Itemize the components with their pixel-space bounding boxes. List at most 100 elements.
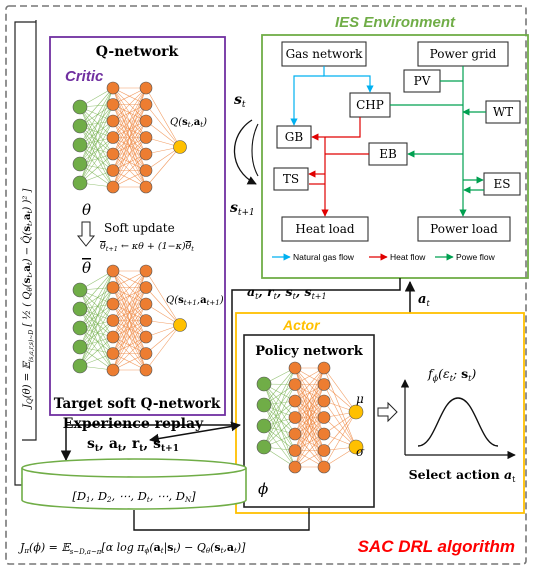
- transition-arc-inner: [251, 123, 259, 177]
- q-network-node: [72, 175, 88, 191]
- target-network-node: [139, 297, 153, 311]
- target-network-edge: [79, 336, 114, 367]
- policy-network-node: [288, 361, 302, 375]
- policy-network-node: [317, 460, 331, 474]
- target-output-label: Q(st+1,at+1): [166, 295, 224, 307]
- policy-network-graph: [256, 361, 364, 474]
- q-network-edge: [79, 104, 114, 146]
- wt-label: WT: [493, 105, 513, 119]
- target-network-node: [72, 282, 88, 298]
- target-network-node: [139, 330, 153, 344]
- select-action-label: Select action at: [409, 467, 517, 484]
- policy-network-node: [256, 376, 272, 392]
- chp-label: CHP: [356, 98, 384, 112]
- policy-network-node: [288, 460, 302, 474]
- policy-network-edge: [294, 417, 325, 468]
- policy-network-node: [317, 444, 331, 457]
- target-network-edge: [112, 336, 147, 371]
- sigma-symbol: σ: [356, 445, 365, 459]
- target-network-edge: [112, 270, 147, 305]
- q-network-edge: [112, 87, 147, 138]
- heat-load-label: Heat load: [295, 222, 355, 236]
- policy-network-edge: [263, 425, 296, 468]
- action-arrow-label: at: [418, 292, 430, 308]
- q-network-title: Q-network: [96, 44, 179, 60]
- q-network-edge: [145, 104, 181, 148]
- policy-network-node: [256, 397, 272, 413]
- q-network-edge: [79, 125, 114, 171]
- legend-power-label: Powe flow: [456, 252, 496, 262]
- policy-network-node: [348, 404, 364, 420]
- distribution-label: fϕ(εt; st): [427, 366, 476, 383]
- algorithm-title: SAC DRL algorithm: [358, 537, 515, 556]
- replay-cylinder-top: [21, 458, 247, 478]
- policy-network-edge: [263, 400, 296, 448]
- chp-box: [349, 92, 391, 118]
- target-network-edge: [79, 320, 114, 367]
- q-network-edge: [79, 120, 114, 184]
- target-network-edge: [79, 289, 114, 338]
- target-network-edge: [79, 289, 114, 354]
- target-network-edge: [79, 303, 114, 367]
- policy-network-edge: [294, 433, 325, 468]
- q-network-node: [139, 114, 153, 128]
- target-network-node: [72, 320, 88, 336]
- q-network-node: [106, 81, 120, 95]
- q-network-edge: [79, 106, 114, 171]
- q-network-edge: [79, 153, 114, 184]
- state-t-label: st: [234, 92, 246, 110]
- policy-network-edge: [294, 400, 325, 468]
- target-network-edge: [79, 289, 114, 321]
- policy-network-edge: [263, 383, 296, 418]
- state-t1-label: st+1: [230, 200, 255, 218]
- q-network-edge: [79, 106, 114, 138]
- q-network-edge: [145, 120, 181, 148]
- policy-network-node: [256, 439, 272, 455]
- policy-network-node: [348, 439, 364, 455]
- target-network-edge: [145, 287, 181, 326]
- policy-network-edge: [294, 367, 325, 418]
- target-network-node: [106, 297, 120, 311]
- gaussian-curve: [417, 397, 499, 447]
- q-network-node: [173, 140, 187, 154]
- target-network-edge: [79, 287, 114, 367]
- actor-box: [235, 312, 525, 514]
- q-network-edge: [112, 153, 147, 188]
- policy-network-node: [317, 378, 331, 391]
- policy-network-edge: [294, 367, 325, 402]
- critic-box: [49, 36, 226, 416]
- q-network-node: [106, 98, 120, 111]
- q-network-edge: [79, 106, 114, 188]
- critic-label: Critic: [65, 68, 104, 85]
- gb-label: GB: [285, 130, 304, 144]
- gas-network-label: Gas network: [286, 47, 364, 61]
- q-network-node: [139, 147, 153, 161]
- target-network-node: [139, 281, 153, 294]
- q-network-edge: [79, 87, 114, 146]
- q-network-node: [106, 164, 120, 177]
- target-network-node: [106, 330, 120, 344]
- q-network-edge: [145, 146, 181, 171]
- legend-gas-label: Natural gas flow: [293, 252, 355, 262]
- target-network-node: [72, 301, 88, 317]
- target-network-title: Target soft Q-network: [54, 396, 221, 412]
- theta-bar-symbol: θ: [82, 259, 91, 277]
- heat-chp-down: [325, 117, 361, 138]
- policy-network-node: [317, 411, 331, 424]
- target-network-graph: [72, 264, 187, 377]
- q-network-edge: [79, 104, 114, 165]
- policy-to-distribution-arrow: [377, 401, 398, 423]
- target-network-edge: [79, 289, 114, 371]
- target-network-node: [106, 347, 120, 360]
- q-network-node: [139, 81, 153, 95]
- q-network-node: [72, 118, 88, 134]
- replay-to-actor-line: [133, 508, 310, 531]
- target-network-edge: [145, 324, 181, 371]
- soft-update-label: Soft update: [104, 221, 175, 235]
- policy-network-node: [317, 427, 331, 441]
- actor-label: Actor: [282, 317, 321, 333]
- target-network-node: [139, 363, 153, 377]
- policy-network-edge: [294, 367, 325, 435]
- q-network-node: [139, 164, 153, 177]
